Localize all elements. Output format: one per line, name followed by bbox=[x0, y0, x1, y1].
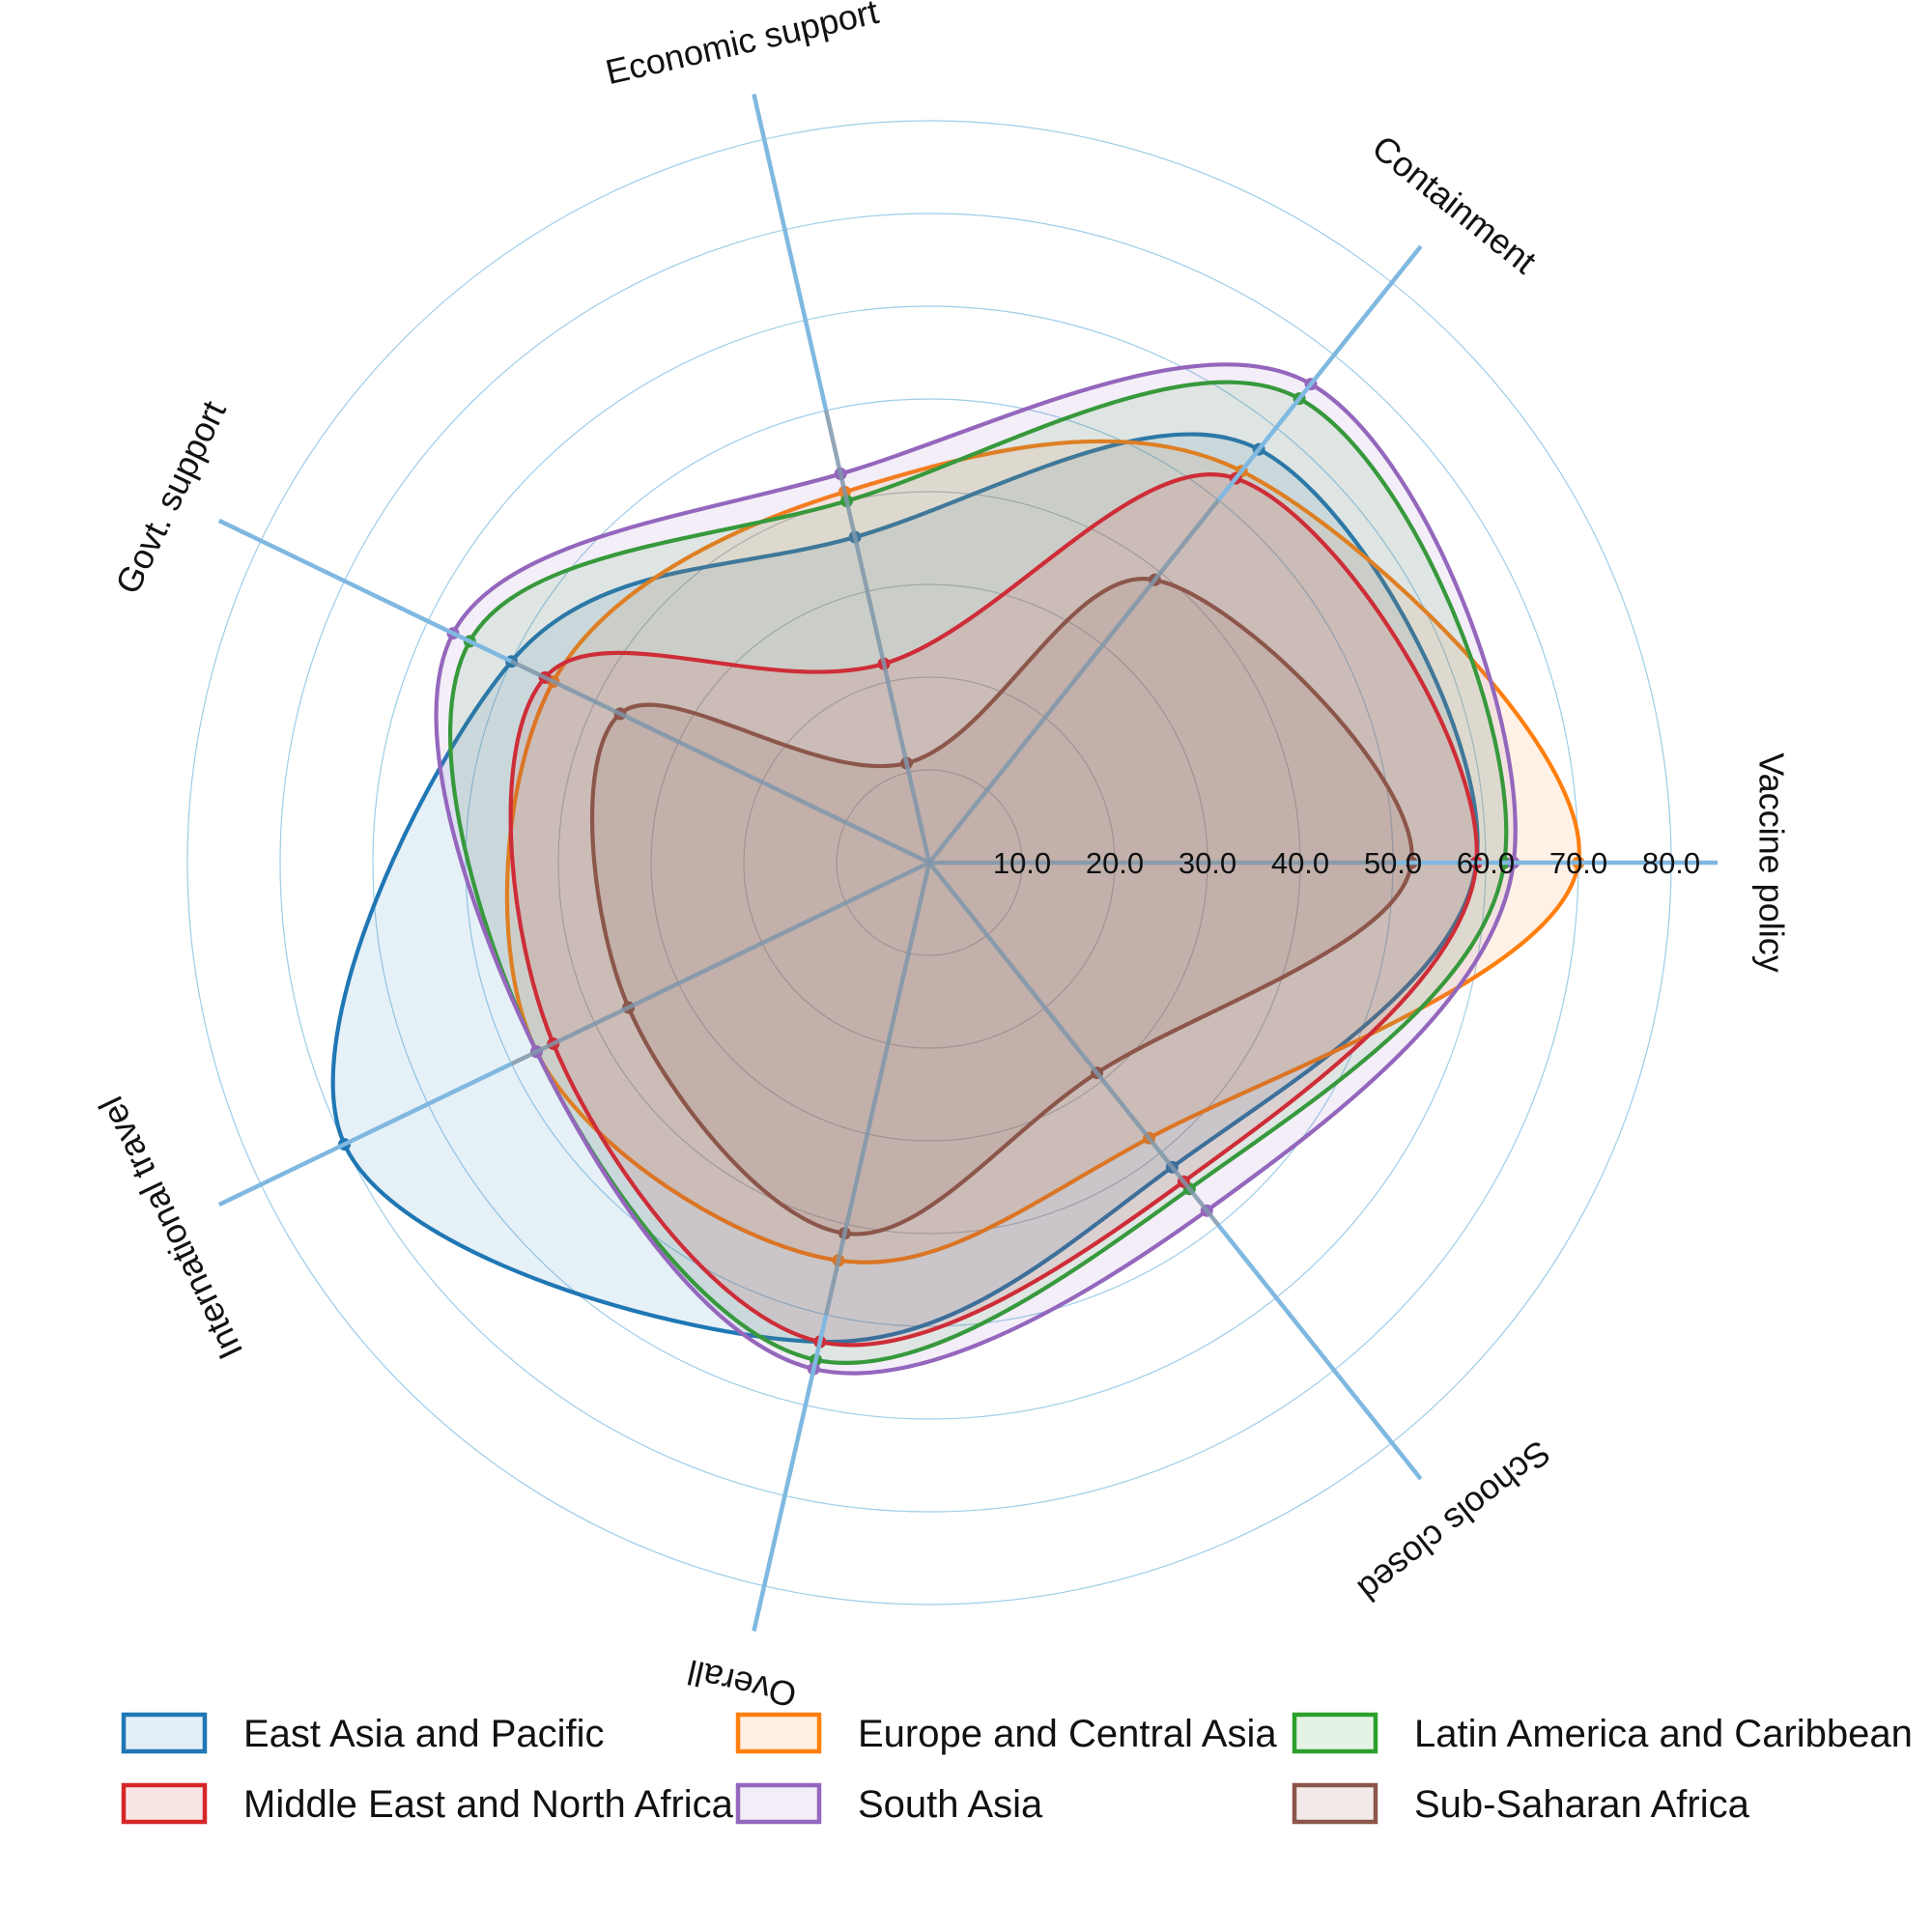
legend-swatch bbox=[1292, 1712, 1378, 1754]
axis-spoke-outer bbox=[217, 518, 513, 664]
axis-label: Govt. support bbox=[107, 394, 234, 600]
legend-label: South Asia bbox=[858, 1783, 1043, 1826]
axis-label: International travel bbox=[91, 1091, 250, 1366]
radial-tick-label: 70.0 bbox=[1549, 846, 1607, 880]
legend-label: Europe and Central Asia bbox=[858, 1713, 1277, 1755]
radial-tick-label: 50.0 bbox=[1364, 846, 1422, 880]
radial-tick-labels: 10.0 20.0 30.0 40.0 50.0 60.0 70.0 80.0 bbox=[993, 846, 1700, 880]
legend-label: Sub-Saharan Africa bbox=[1414, 1783, 1750, 1826]
series-area bbox=[508, 472, 1479, 1348]
legend-item: South Asia bbox=[735, 1782, 1043, 1826]
axis-spoke-inner bbox=[510, 659, 930, 866]
axis-label: Containment bbox=[1365, 128, 1544, 281]
axis-spoke-inner bbox=[927, 498, 1221, 865]
legend-label: East Asia and Pacific bbox=[243, 1713, 605, 1755]
axis-spokes bbox=[217, 93, 1718, 1633]
legend-label: Latin America and Caribbean bbox=[1414, 1713, 1913, 1755]
legend-swatch bbox=[735, 1712, 822, 1754]
legend-swatch bbox=[121, 1712, 208, 1754]
legend-item: Sub-Saharan Africa bbox=[1292, 1782, 1750, 1826]
radial-tick-label: 80.0 bbox=[1642, 846, 1700, 880]
legend: East Asia and Pacific Europe and Central … bbox=[121, 1712, 1913, 1826]
axis-label: Schools closed bbox=[1350, 1433, 1558, 1609]
axis-label: Vaccine policy bbox=[1751, 753, 1791, 972]
axis-spoke-inner bbox=[510, 860, 930, 1066]
axis-spoke-inner bbox=[823, 862, 932, 1316]
axis-spoke-outer bbox=[752, 93, 829, 412]
series-area bbox=[589, 577, 1414, 1236]
axis-label: Economic support bbox=[602, 0, 882, 92]
axis-spoke-outer bbox=[1216, 244, 1423, 502]
series-middle-east-and-north-africa bbox=[508, 471, 1483, 1349]
axis-spoke-outer bbox=[217, 1062, 513, 1208]
legend-swatch bbox=[121, 1782, 208, 1825]
series-areas bbox=[330, 362, 1585, 1376]
legend-item: Middle East and North Africa bbox=[121, 1782, 734, 1826]
radial-tick-label: 40.0 bbox=[1271, 846, 1329, 880]
radial-tick-label: 20.0 bbox=[1086, 846, 1144, 880]
legend-swatch bbox=[1292, 1782, 1378, 1825]
axis-spoke-inner bbox=[823, 410, 932, 864]
legend-item: Latin America and Caribbean bbox=[1292, 1712, 1913, 1755]
axis-label: Overall bbox=[684, 1652, 800, 1715]
radial-tick-label: 30.0 bbox=[1179, 846, 1236, 880]
axis-spoke-inner bbox=[927, 861, 1221, 1227]
legend-item: East Asia and Pacific bbox=[121, 1712, 605, 1755]
legend-swatch bbox=[735, 1782, 822, 1825]
radial-tick-label: 10.0 bbox=[993, 846, 1051, 880]
axis-spoke-outer bbox=[1216, 1223, 1423, 1481]
legend-label: Middle East and North Africa bbox=[243, 1783, 734, 1826]
series-area bbox=[434, 362, 1518, 1376]
legend-item: Europe and Central Asia bbox=[735, 1712, 1277, 1755]
radial-tick-label: 60.0 bbox=[1457, 846, 1515, 880]
series-south-asia bbox=[434, 362, 1520, 1376]
axis-spoke-outer bbox=[752, 1314, 829, 1633]
